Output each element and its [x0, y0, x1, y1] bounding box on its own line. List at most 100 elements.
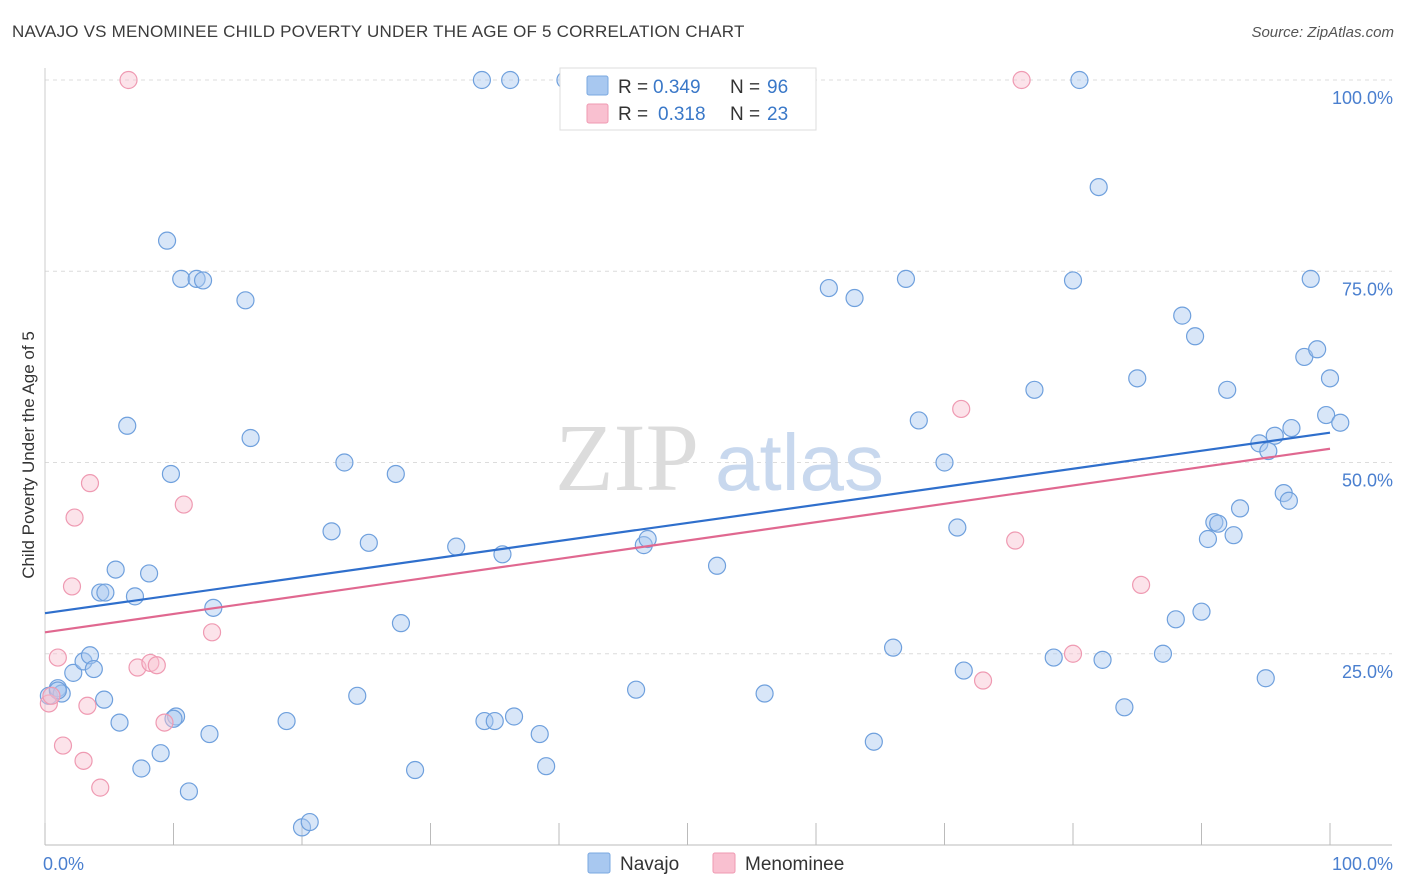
- data-point: [42, 686, 61, 705]
- data-point: [161, 464, 181, 484]
- data-point: [1173, 306, 1192, 325]
- watermark-atlas: atlas: [715, 418, 884, 507]
- data-point: [91, 583, 110, 602]
- data-point: [1153, 644, 1173, 663]
- data-point: [193, 271, 213, 290]
- y-tick-label: 25.0%: [1342, 662, 1393, 682]
- legend-swatch-navajo: [586, 75, 609, 96]
- data-point: [1279, 491, 1298, 510]
- data-point: [1025, 380, 1044, 399]
- y-tick-labels: 25.0% 50.0% 75.0% 100.0%: [1332, 88, 1393, 682]
- y-tick-label: 50.0%: [1342, 471, 1393, 491]
- data-point: [174, 495, 193, 514]
- y-axis-label: Child Poverty Under the Age of 5: [19, 331, 38, 579]
- legend-r-label-menominee: R =: [618, 104, 648, 125]
- watermark: ZIP atlas: [555, 404, 884, 511]
- data-point: [472, 70, 491, 90]
- data-point: [819, 278, 838, 298]
- data-point: [106, 560, 125, 579]
- data-point: [896, 269, 916, 288]
- data-point: [48, 648, 67, 667]
- data-point: [1256, 669, 1275, 688]
- data-point: [638, 529, 657, 549]
- data-point: [80, 474, 100, 493]
- data-point: [405, 760, 425, 780]
- x-tick-label: 100.0%: [1332, 854, 1393, 874]
- source-label: Source: ZipAtlas.com: [1251, 24, 1394, 41]
- legend-r-label-navajo: R =: [618, 77, 648, 98]
- trend-line-menominee: [44, 447, 1331, 634]
- data-point: [755, 684, 774, 703]
- x-tick-labels: 0.0% 100.0%: [43, 854, 1393, 874]
- data-point: [864, 732, 883, 751]
- data-point: [386, 464, 405, 484]
- data-point: [1063, 271, 1083, 290]
- data-point: [1089, 178, 1108, 197]
- data-point: [1006, 531, 1025, 550]
- trend-line-navajo: [44, 431, 1331, 615]
- data-point: [80, 646, 100, 665]
- data-point: [202, 623, 222, 642]
- legend-n-value-menominee: 23: [767, 104, 788, 125]
- data-point: [119, 70, 138, 90]
- data-point: [96, 583, 115, 602]
- data-point: [845, 288, 864, 308]
- data-point: [110, 713, 129, 732]
- data-point: [1308, 340, 1327, 359]
- data-point: [1192, 602, 1211, 621]
- data-point: [475, 711, 494, 731]
- data-point: [53, 736, 73, 755]
- data-point: [707, 556, 727, 575]
- bottom-legend-navajo: Navajo: [620, 854, 679, 875]
- data-points: [39, 70, 1350, 837]
- data-point: [300, 812, 319, 832]
- data-point: [65, 508, 84, 527]
- watermark-zip: ZIP: [555, 404, 699, 511]
- data-point: [1070, 70, 1089, 90]
- data-point: [1331, 413, 1350, 432]
- legend-n-label-menominee: N =: [730, 104, 760, 125]
- data-point: [1093, 650, 1112, 669]
- data-point: [973, 671, 993, 690]
- data-point: [200, 724, 219, 744]
- series-menominee: [39, 70, 1151, 797]
- data-point: [132, 759, 151, 778]
- data-point: [1198, 529, 1218, 549]
- data-point: [172, 269, 191, 288]
- data-point: [335, 453, 354, 472]
- data-point: [948, 518, 967, 537]
- data-point: [1301, 269, 1320, 288]
- data-point: [501, 70, 520, 90]
- legend-n-value-navajo: 96: [767, 77, 788, 98]
- data-point: [1185, 327, 1205, 346]
- data-point: [485, 711, 504, 731]
- data-point: [1115, 698, 1134, 717]
- data-point: [504, 707, 524, 726]
- data-point: [391, 614, 411, 633]
- data-point: [1132, 575, 1151, 595]
- data-point: [157, 231, 177, 250]
- y-tick-label: 100.0%: [1332, 88, 1393, 108]
- data-point: [62, 577, 82, 596]
- axes: [44, 68, 1392, 846]
- data-point: [359, 533, 378, 552]
- bottom-legend: Navajo Menominee: [587, 852, 844, 875]
- data-point: [118, 416, 137, 435]
- data-point: [935, 453, 954, 472]
- data-point: [1320, 369, 1340, 388]
- data-point: [1012, 70, 1031, 90]
- data-point: [1230, 499, 1250, 518]
- data-point: [1218, 380, 1237, 399]
- data-point: [1044, 648, 1063, 667]
- x-tick-label: 0.0%: [43, 854, 84, 874]
- chart-title: NAVAJO VS MENOMINEE CHILD POVERTY UNDER …: [12, 22, 745, 41]
- data-point: [322, 522, 341, 541]
- data-point: [74, 751, 93, 770]
- data-point: [241, 428, 260, 448]
- data-point: [236, 291, 255, 310]
- data-point: [78, 696, 97, 715]
- bottom-legend-swatch-menominee: [712, 852, 736, 874]
- data-point: [147, 656, 166, 675]
- data-point: [530, 724, 549, 744]
